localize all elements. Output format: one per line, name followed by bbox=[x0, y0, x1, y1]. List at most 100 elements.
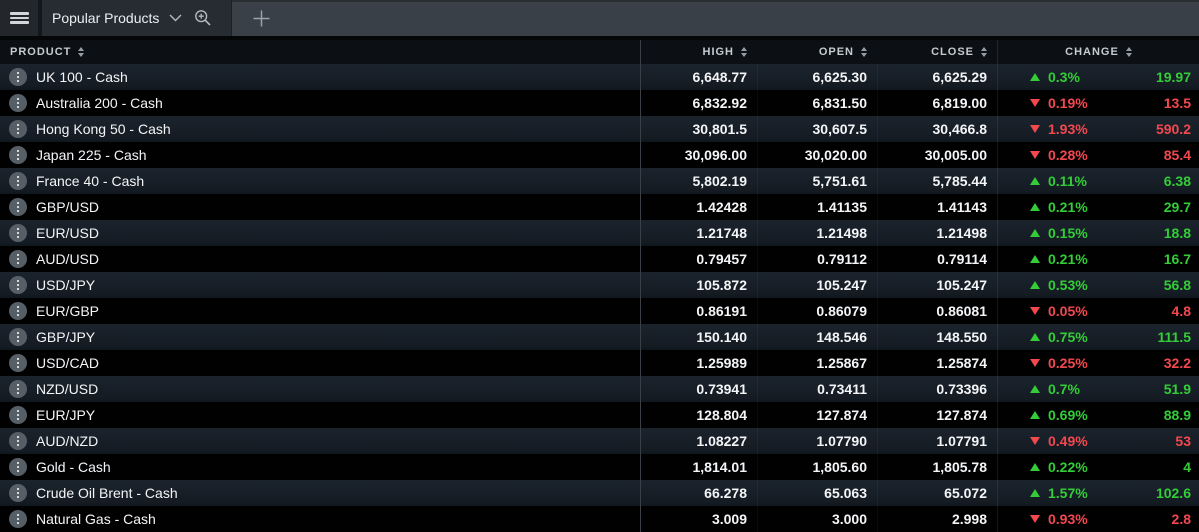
table-row[interactable]: EUR/JPY 128.804 127.874 127.874 0.69% 88… bbox=[0, 402, 1199, 428]
change-cell: 0.49% 53 bbox=[997, 428, 1199, 454]
table-row[interactable]: GBP/JPY 150.140 148.546 148.550 0.75% 11… bbox=[0, 324, 1199, 350]
close-cell: 1.07791 bbox=[877, 428, 997, 454]
row-menu-button[interactable] bbox=[9, 146, 27, 164]
table-row[interactable]: AUD/USD 0.79457 0.79112 0.79114 0.21% 16… bbox=[0, 246, 1199, 272]
direction-arrow-icon bbox=[1030, 177, 1040, 185]
direction-arrow-icon bbox=[1030, 385, 1040, 393]
product-name: Hong Kong 50 - Cash bbox=[36, 121, 171, 137]
table-row[interactable]: USD/JPY 105.872 105.247 105.247 0.53% 56… bbox=[0, 272, 1199, 298]
change-percent-block: 0.7% bbox=[998, 381, 1080, 397]
product-cell: USD/CAD bbox=[0, 350, 641, 376]
table-row[interactable]: AUD/NZD 1.08227 1.07790 1.07791 0.49% 53 bbox=[0, 428, 1199, 454]
change-points: 111.5 bbox=[1157, 329, 1192, 345]
row-menu-button[interactable] bbox=[9, 276, 27, 294]
close-cell: 1,805.78 bbox=[877, 454, 997, 480]
table-row[interactable]: Japan 225 - Cash 30,096.00 30,020.00 30,… bbox=[0, 142, 1199, 168]
change-percent-block: 0.53% bbox=[998, 277, 1088, 293]
product-name: France 40 - Cash bbox=[36, 173, 145, 189]
add-tab-button[interactable] bbox=[249, 6, 273, 30]
table-row[interactable]: Hong Kong 50 - Cash 30,801.5 30,607.5 30… bbox=[0, 116, 1199, 142]
product-cell: France 40 - Cash bbox=[0, 168, 641, 194]
change-cell: 0.19% 13.5 bbox=[997, 90, 1199, 116]
table-row[interactable]: Gold - Cash 1,814.01 1,805.60 1,805.78 0… bbox=[0, 454, 1199, 480]
change-percent: 0.7% bbox=[1048, 381, 1080, 397]
tab-popular-products[interactable]: Popular Products bbox=[42, 0, 232, 36]
row-menu-button[interactable] bbox=[9, 120, 27, 138]
table-row[interactable]: USD/CAD 1.25989 1.25867 1.25874 0.25% 32… bbox=[0, 350, 1199, 376]
open-cell: 6,831.50 bbox=[757, 90, 877, 116]
open-cell: 1.07790 bbox=[757, 428, 877, 454]
row-menu-button[interactable] bbox=[9, 458, 27, 476]
direction-arrow-icon bbox=[1030, 99, 1040, 107]
table-row[interactable]: Natural Gas - Cash 3.009 3.000 2.998 0.9… bbox=[0, 506, 1199, 532]
change-cell: 0.3% 19.97 bbox=[997, 64, 1199, 90]
table-row[interactable]: Australia 200 - Cash 6,832.92 6,831.50 6… bbox=[0, 90, 1199, 116]
table-row[interactable]: GBP/USD 1.42428 1.41135 1.41143 0.21% 29… bbox=[0, 194, 1199, 220]
table-row[interactable]: EUR/USD 1.21748 1.21498 1.21498 0.15% 18… bbox=[0, 220, 1199, 246]
row-menu-button[interactable] bbox=[9, 484, 27, 502]
change-points: 19.97 bbox=[1155, 69, 1191, 85]
close-cell: 0.86081 bbox=[877, 298, 997, 324]
change-points: 85.4 bbox=[1163, 147, 1191, 163]
table-row[interactable]: UK 100 - Cash 6,648.77 6,625.30 6,625.29… bbox=[0, 64, 1199, 90]
plus-icon bbox=[253, 10, 269, 26]
row-menu-button[interactable] bbox=[9, 68, 27, 86]
chevron-down-icon[interactable] bbox=[169, 14, 182, 22]
row-menu-button[interactable] bbox=[9, 406, 27, 424]
product-cell: GBP/USD bbox=[0, 194, 641, 220]
column-header-open[interactable]: OPEN bbox=[757, 40, 877, 64]
table-row[interactable]: Crude Oil Brent - Cash 66.278 65.063 65.… bbox=[0, 480, 1199, 506]
column-header-product[interactable]: PRODUCT bbox=[0, 40, 641, 64]
row-menu-button[interactable] bbox=[9, 380, 27, 398]
change-percent: 0.22% bbox=[1048, 459, 1088, 475]
row-menu-button[interactable] bbox=[9, 510, 27, 528]
product-name: USD/CAD bbox=[36, 355, 100, 371]
change-points: 53 bbox=[1175, 433, 1191, 449]
zoom-in-icon[interactable] bbox=[194, 9, 212, 27]
change-points: 88.9 bbox=[1163, 407, 1191, 423]
direction-arrow-icon bbox=[1030, 411, 1040, 419]
open-cell: 127.874 bbox=[757, 402, 877, 428]
change-percent-block: 1.57% bbox=[998, 485, 1088, 501]
direction-arrow-icon bbox=[1030, 463, 1040, 471]
table-row[interactable]: EUR/GBP 0.86191 0.86079 0.86081 0.05% 4.… bbox=[0, 298, 1199, 324]
high-cell: 1.42428 bbox=[696, 199, 747, 215]
close-cell: 105.247 bbox=[877, 272, 997, 298]
high-cell: 1.21748 bbox=[696, 225, 747, 241]
row-menu-button[interactable] bbox=[9, 94, 27, 112]
direction-arrow-icon bbox=[1030, 151, 1040, 159]
change-percent-block: 0.21% bbox=[998, 199, 1088, 215]
product-name: Japan 225 - Cash bbox=[36, 147, 147, 163]
high-cell: 3.009 bbox=[711, 511, 747, 527]
row-menu-button[interactable] bbox=[9, 250, 27, 268]
change-points: 6.38 bbox=[1163, 173, 1191, 189]
table-header: PRODUCT HIGH OPEN CLOSE CHANGE bbox=[0, 40, 1199, 64]
column-header-high[interactable]: HIGH bbox=[641, 40, 757, 64]
row-menu-button[interactable] bbox=[9, 432, 27, 450]
hamburger-icon bbox=[9, 10, 29, 26]
row-menu-button[interactable] bbox=[9, 354, 27, 372]
row-menu-button[interactable] bbox=[9, 302, 27, 320]
change-cell: 0.05% 4.8 bbox=[997, 298, 1199, 324]
column-header-change[interactable]: CHANGE bbox=[997, 40, 1199, 64]
change-points: 4 bbox=[1183, 459, 1191, 475]
close-cell: 30,466.8 bbox=[877, 116, 997, 142]
high-cell: 66.278 bbox=[704, 485, 747, 501]
open-cell: 1.21498 bbox=[757, 220, 877, 246]
change-percent-block: 0.49% bbox=[998, 433, 1088, 449]
column-header-close[interactable]: CLOSE bbox=[877, 40, 997, 64]
high-cell: 1,814.01 bbox=[692, 459, 748, 475]
row-menu-button[interactable] bbox=[9, 224, 27, 242]
menu-button[interactable] bbox=[0, 0, 38, 36]
row-menu-button[interactable] bbox=[9, 172, 27, 190]
row-menu-button[interactable] bbox=[9, 328, 27, 346]
table-row[interactable]: France 40 - Cash 5,802.19 5,751.61 5,785… bbox=[0, 168, 1199, 194]
change-points: 590.2 bbox=[1155, 121, 1191, 137]
direction-arrow-icon bbox=[1030, 359, 1040, 367]
sort-icon bbox=[78, 47, 85, 57]
open-cell: 0.79112 bbox=[757, 246, 877, 272]
column-label: HIGH bbox=[702, 46, 734, 58]
change-cell: 0.11% 6.38 bbox=[997, 168, 1199, 194]
table-row[interactable]: NZD/USD 0.73941 0.73411 0.73396 0.7% 51.… bbox=[0, 376, 1199, 402]
row-menu-button[interactable] bbox=[9, 198, 27, 216]
